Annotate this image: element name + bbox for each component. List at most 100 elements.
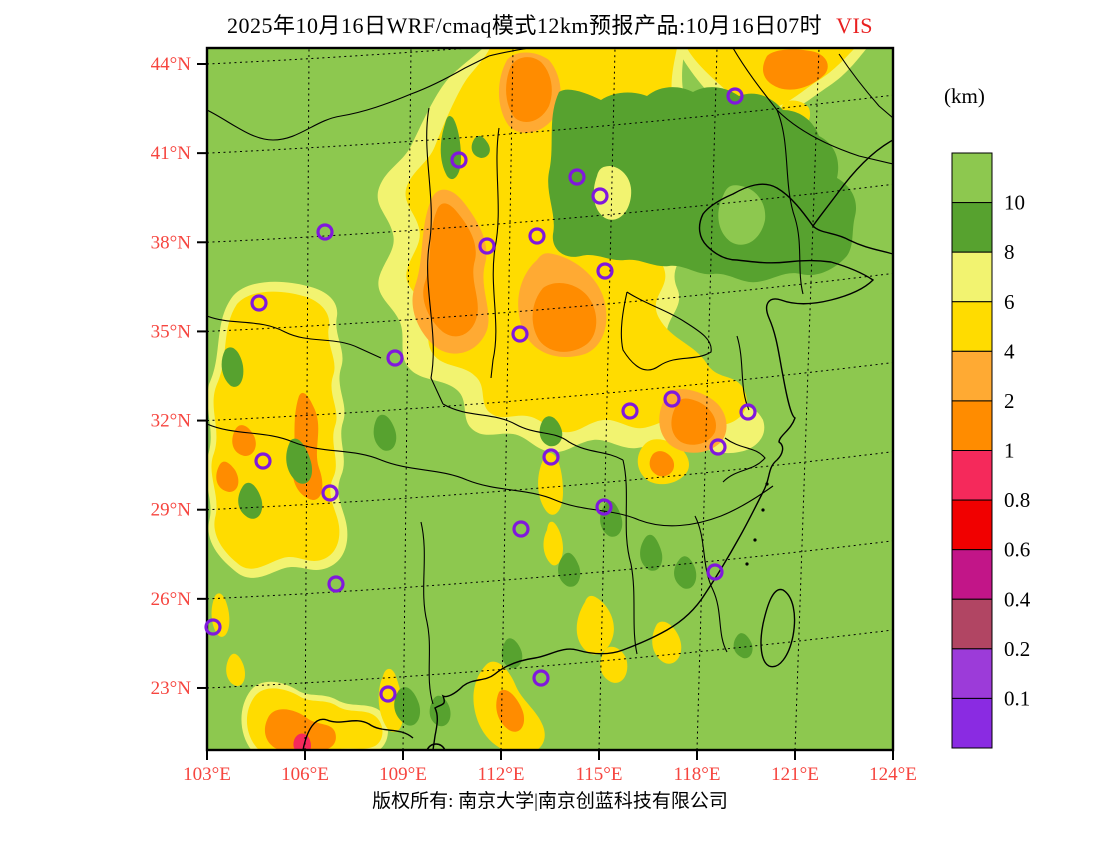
vis-band-8-10 xyxy=(373,414,397,451)
colorbar-tick-label: 0.6 xyxy=(1004,538,1030,562)
city-marker xyxy=(528,227,546,245)
lon-label: 109°E xyxy=(379,764,427,785)
colorbar-swatch xyxy=(951,648,993,699)
province-border-line xyxy=(620,291,712,371)
city-marker xyxy=(512,520,530,538)
colorbar-swatch xyxy=(951,350,993,402)
province-border-line xyxy=(622,459,638,655)
colorbar-tick-label: 0.1 xyxy=(1004,686,1030,710)
city-marker xyxy=(250,294,268,312)
province-border-line xyxy=(722,437,766,483)
title-variable-tag: VIS xyxy=(836,13,874,38)
city-marker xyxy=(595,498,613,516)
coastline-path xyxy=(760,588,796,668)
vis-band-8-10 xyxy=(394,687,421,726)
vis-band-8-10 xyxy=(548,87,857,283)
coastline-path xyxy=(302,718,414,750)
city-marker xyxy=(591,187,609,205)
colorbar-tick-label: 0.8 xyxy=(1004,488,1030,512)
grid-meridian xyxy=(402,48,412,750)
colorbar-tick-label: 4 xyxy=(1004,339,1015,363)
city-marker xyxy=(254,452,272,470)
colorbar-swatch xyxy=(951,301,993,352)
map-frame-border xyxy=(205,46,895,752)
map-canvas: 103°E 106°E 109°E 112°E 115°E 118°E 121°E 124°E… xyxy=(151,46,917,785)
province-border-line xyxy=(442,403,624,461)
colorbar-swatch xyxy=(951,251,993,303)
city-marker xyxy=(450,151,468,169)
lat-label: 29°N xyxy=(151,500,192,521)
city-marker xyxy=(596,262,614,280)
vis-band-1-2 xyxy=(649,451,675,477)
colorbar-swatch xyxy=(951,450,993,501)
colorbar-tick-label: 1 xyxy=(1004,439,1015,463)
lon-label: 124°E xyxy=(869,764,917,785)
colorbar-tick-label: 0.2 xyxy=(1004,637,1030,661)
colorbar-swatch xyxy=(951,549,993,600)
vis-band-8-10 xyxy=(471,135,490,158)
city-marker xyxy=(739,403,757,421)
lon-label: 118°E xyxy=(674,764,721,785)
grid-meridian xyxy=(500,48,514,750)
city-marker xyxy=(568,168,586,186)
city-marker xyxy=(316,223,334,241)
lat-label: 38°N xyxy=(151,232,192,253)
colorbar-tick-label: 6 xyxy=(1004,290,1015,314)
vis-band-8-10 xyxy=(600,500,623,537)
city-marker xyxy=(709,438,727,456)
city-marker xyxy=(542,448,560,466)
vis-band-hole xyxy=(593,166,632,220)
page-title: 2025年10月16日WRF/cmaq模式12km预报产品:10月16日07时 V… xyxy=(0,8,1100,40)
lat-label: 23°N xyxy=(151,678,192,699)
coastline-path xyxy=(426,743,446,750)
lon-label: 106°E xyxy=(281,764,329,785)
colorbar-swatch xyxy=(951,202,993,253)
province-border-line xyxy=(426,107,444,405)
island-dot xyxy=(765,482,769,486)
visibility-field xyxy=(207,48,867,750)
vis-band-1-2 xyxy=(423,203,478,337)
vis-band-8-10 xyxy=(558,552,581,587)
city-marker xyxy=(663,390,681,408)
vis-band-8-10 xyxy=(429,695,451,727)
lat-label: 32°N xyxy=(151,411,192,432)
lat-label: 44°N xyxy=(151,54,192,75)
vis-band-4-6 xyxy=(576,595,614,655)
vis-band-8-10 xyxy=(539,416,563,447)
province-border-line xyxy=(207,315,382,359)
city-markers xyxy=(204,87,757,703)
colorbar-swatch xyxy=(951,697,993,749)
vis-band-8-10 xyxy=(440,116,461,180)
lat-label: 41°N xyxy=(151,143,192,164)
title-text: 2025年10月16日WRF/cmaq模式12km预报产品:10月16日07时 xyxy=(226,13,823,38)
colorbar-canvas: 10 8 6 4 2 1 0.8 0.6 0.4 0.2 0.1 xyxy=(951,152,1031,749)
vis-band-4-6 xyxy=(226,653,245,686)
vis-band-1-2 xyxy=(264,709,336,750)
colorbar-tick-label: 8 xyxy=(1004,240,1015,264)
grid-meridian xyxy=(304,48,310,750)
coastline-path xyxy=(432,183,875,750)
city-marker xyxy=(511,325,529,343)
copyright-footer: 版权所有: 南京大学|南京创蓝科技有限公司 xyxy=(372,791,728,812)
city-marker xyxy=(706,563,724,581)
colorbar: (km) 10 8 6 4 2 1 0.8 0.6 0.4 0.2 0.1 xyxy=(938,84,1098,754)
province-borders xyxy=(207,48,893,705)
colorbar-swatch xyxy=(951,598,993,650)
city-marker xyxy=(327,575,345,593)
city-marker xyxy=(321,484,339,502)
lon-label: 103°E xyxy=(183,764,231,785)
lon-label: 115°E xyxy=(576,764,623,785)
lat-label: 26°N xyxy=(151,589,192,610)
lat-label: 35°N xyxy=(151,321,192,342)
city-marker xyxy=(621,402,639,420)
colorbar-unit-label: (km) xyxy=(944,84,985,108)
province-border-line xyxy=(694,515,728,653)
grid-meridian xyxy=(598,48,616,750)
vis-band-8-10 xyxy=(286,438,313,484)
colorbar-tick-label: 2 xyxy=(1004,389,1015,413)
city-marker xyxy=(204,618,222,636)
grid-meridian xyxy=(794,48,820,750)
vis-band-1-2 xyxy=(496,689,525,732)
province-border-line xyxy=(776,109,804,295)
vis-band-8-10 xyxy=(501,638,523,669)
